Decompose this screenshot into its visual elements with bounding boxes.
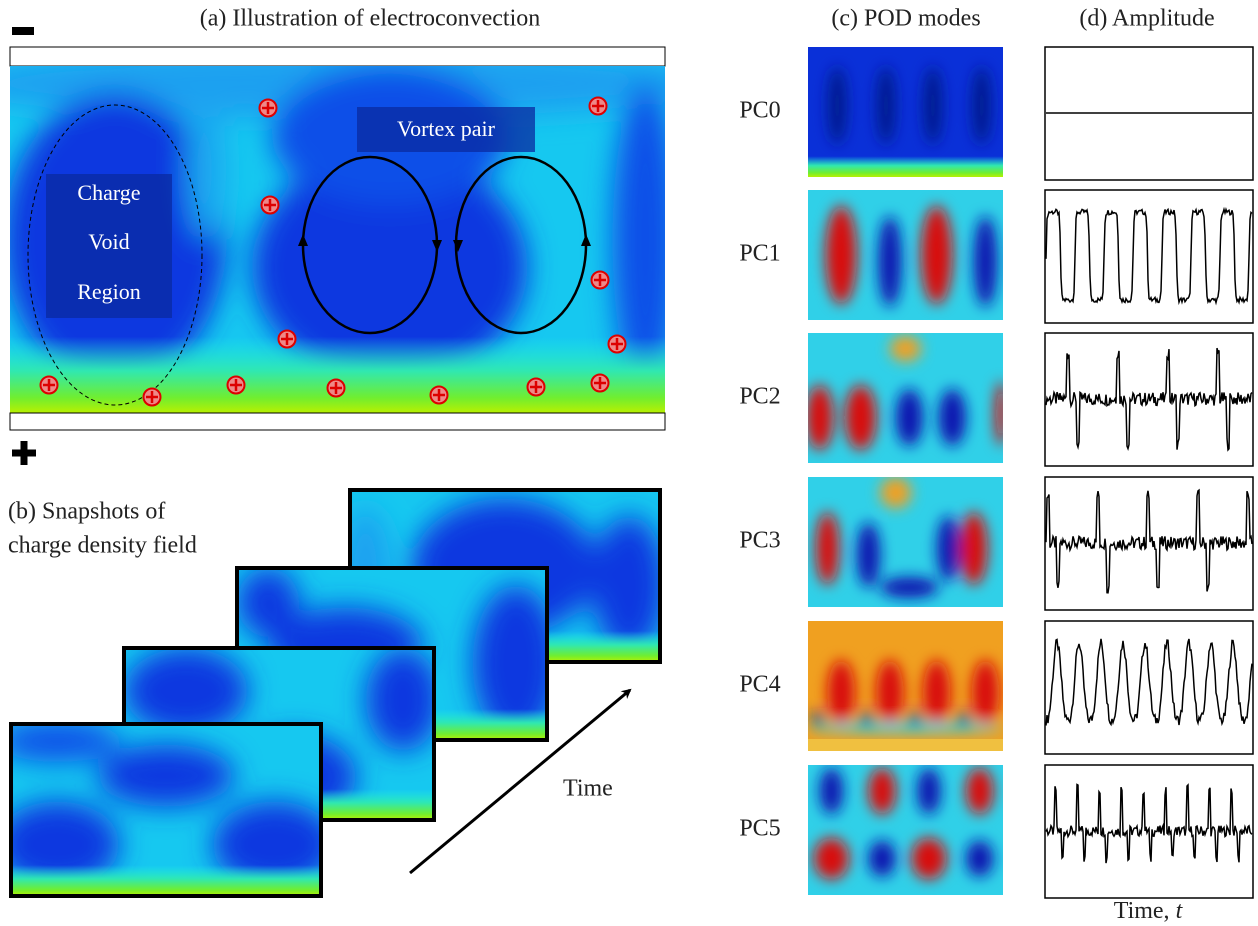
x-label-var: t	[1176, 898, 1184, 924]
blob	[814, 838, 849, 880]
blob	[972, 660, 999, 725]
void-label: Region	[77, 279, 141, 304]
field-image	[806, 333, 1007, 463]
figure: (a) Illustration of electroconvection Ch…	[0, 0, 1258, 926]
blob	[917, 768, 940, 815]
blob	[861, 712, 873, 725]
void-label: Charge	[77, 180, 140, 205]
blob	[909, 712, 921, 725]
mode-label: PC0	[739, 98, 780, 124]
blob	[366, 648, 440, 751]
minus-sign	[12, 27, 34, 35]
blob	[0, 721, 120, 762]
vortex-label: Vortex pair	[397, 116, 496, 141]
mode-strip	[808, 739, 1003, 751]
panel-b-title: (b) Snapshots of	[8, 499, 165, 525]
blob	[857, 523, 880, 588]
blob	[878, 216, 901, 307]
blob	[966, 768, 993, 815]
bottom-electrode	[10, 413, 665, 430]
mode-label: PC3	[739, 528, 780, 554]
blob	[974, 216, 997, 307]
blob	[806, 385, 833, 450]
x-label: Time, t	[1114, 898, 1184, 924]
blob	[868, 768, 895, 815]
blob	[828, 660, 855, 725]
time-label: Time	[563, 776, 613, 802]
mode-label: PC1	[739, 241, 780, 267]
blob	[812, 712, 824, 725]
mode-label: PC5	[739, 816, 780, 842]
blob	[820, 768, 843, 815]
blob	[939, 389, 966, 446]
blob	[816, 512, 839, 585]
blob	[911, 838, 946, 880]
field-image	[808, 621, 1003, 751]
field-image	[0, 721, 337, 896]
blob	[808, 722, 1003, 732]
amplitude-box	[1045, 621, 1253, 754]
blob	[187, 101, 226, 240]
void-label: Void	[88, 229, 129, 254]
blob	[937, 516, 960, 581]
field-bottom	[808, 156, 1003, 177]
blob	[896, 389, 923, 446]
blob	[237, 568, 299, 637]
field-bottom	[10, 337, 665, 413]
blob	[845, 385, 876, 450]
panel-b-title: charge density field	[8, 533, 197, 559]
plus-sign	[12, 441, 36, 465]
field-image	[808, 190, 1003, 320]
blob	[124, 648, 248, 734]
amplitude-box	[1045, 190, 1253, 323]
x-label-text: Time,	[1114, 898, 1170, 924]
panel-a-title: (a) Illustration of electroconvection	[200, 6, 541, 32]
blob	[995, 381, 1007, 446]
blob	[921, 206, 952, 305]
panel-d-title: (d) Amplitude	[1079, 6, 1214, 32]
field-image	[808, 47, 1003, 177]
blob	[98, 745, 234, 807]
blob	[958, 712, 970, 725]
field-bottom	[11, 865, 321, 896]
blob	[876, 67, 896, 145]
blob	[828, 67, 848, 145]
blob	[966, 840, 993, 876]
blob	[923, 67, 943, 145]
blob	[880, 577, 939, 598]
pod-modes: PC0 PC1 PC2 PC3 PC4 PC5	[739, 47, 1253, 898]
field-image	[808, 477, 1003, 607]
blob	[880, 477, 911, 508]
blob	[923, 660, 950, 725]
blob	[890, 336, 921, 362]
blob	[960, 512, 987, 585]
blob	[972, 67, 992, 145]
blob	[868, 840, 895, 876]
blob	[826, 206, 857, 305]
blob	[876, 660, 903, 725]
panel-c-title: (c) POD modes	[831, 6, 980, 32]
mode-label: PC4	[739, 672, 780, 698]
top-electrode	[10, 47, 665, 66]
mode-label: PC2	[739, 384, 780, 410]
field-image	[808, 765, 1003, 895]
